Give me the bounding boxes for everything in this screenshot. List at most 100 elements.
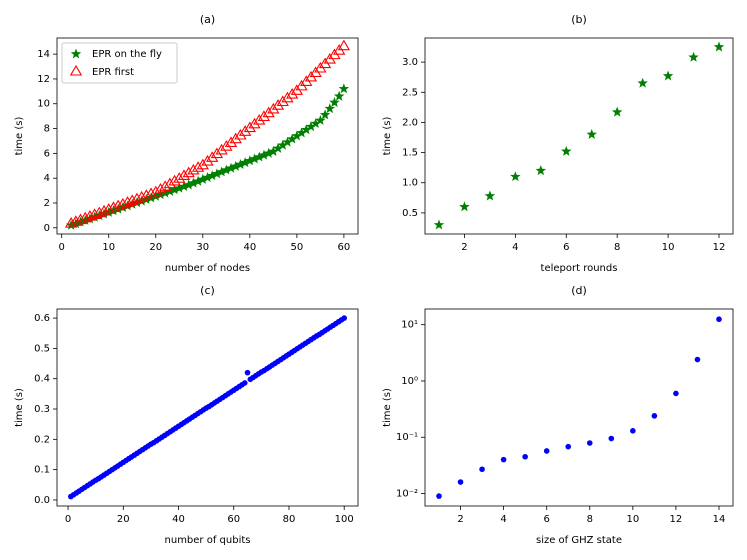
x-tick-label: 40 xyxy=(243,242,256,253)
x-axis-label: number of nodes xyxy=(165,263,250,274)
x-tick-label: 10 xyxy=(626,514,639,525)
star-point xyxy=(206,170,218,181)
legend-marker xyxy=(70,48,82,59)
y-tick-label: 10⁰ xyxy=(401,376,418,387)
star-point xyxy=(263,147,274,158)
y-tick-label: 10⁻² xyxy=(396,489,418,500)
y-tick-label: 2.0 xyxy=(402,117,418,128)
y-tick-label: 0 xyxy=(44,223,50,234)
triangle-point xyxy=(88,208,101,219)
triangle-point xyxy=(149,185,162,197)
axes-frame xyxy=(56,37,359,235)
y-tick-label: 6 xyxy=(44,148,50,159)
triangle-point xyxy=(177,169,191,180)
star-point xyxy=(586,128,597,139)
y-tick-label: 14 xyxy=(37,49,50,60)
y-axis-label: time (s) xyxy=(382,117,393,156)
x-tick-label: 2 xyxy=(461,242,467,253)
star-point xyxy=(433,219,445,230)
star-point xyxy=(225,162,237,173)
triangle-point xyxy=(238,125,252,136)
y-tick-label: 0.1 xyxy=(34,465,50,476)
triangle-point xyxy=(154,182,167,194)
star-point xyxy=(561,145,572,156)
triangle-point xyxy=(285,87,299,99)
x-tick-label: 20 xyxy=(117,514,130,525)
star-point xyxy=(183,179,194,190)
x-tick-label: 60 xyxy=(227,514,240,525)
star-point xyxy=(296,127,307,138)
triangle-point xyxy=(140,189,153,200)
x-tick-label: 10 xyxy=(102,242,115,253)
point xyxy=(651,413,658,419)
y-tick-label: 2 xyxy=(44,198,50,209)
star-point xyxy=(310,118,321,129)
triangle-point xyxy=(79,211,92,223)
x-tick-label: 10 xyxy=(662,242,675,253)
x-tick-label: 80 xyxy=(283,514,296,525)
star-point xyxy=(268,146,279,156)
star-point xyxy=(202,172,213,183)
triangle-point xyxy=(220,140,233,151)
point xyxy=(244,369,251,376)
star-point xyxy=(164,185,176,196)
point xyxy=(565,443,572,450)
y-tick-label: 10¹ xyxy=(401,320,418,331)
y-tick-label: 3.0 xyxy=(402,57,418,68)
star-point xyxy=(117,202,129,213)
triangle-point xyxy=(224,136,238,147)
star-point xyxy=(333,90,345,101)
triangle-point xyxy=(196,158,209,170)
star-point xyxy=(662,70,674,81)
triangle-point xyxy=(267,102,280,114)
point xyxy=(436,493,442,499)
star-point xyxy=(108,205,119,216)
triangle-point xyxy=(111,199,125,211)
triangle-point xyxy=(271,99,285,110)
x-axis-label: size of GHZ state xyxy=(536,535,622,546)
point xyxy=(630,428,636,434)
triangle-point xyxy=(262,106,275,118)
triangle-point xyxy=(243,121,257,133)
axes-frame xyxy=(424,308,734,507)
panel-title: (c) xyxy=(200,284,215,297)
point xyxy=(341,315,347,321)
triangle-point xyxy=(182,166,195,178)
y-axis-label: time (s) xyxy=(14,388,25,427)
point xyxy=(241,380,248,386)
triangle-point xyxy=(337,39,351,51)
y-tick-label: 1.0 xyxy=(402,178,418,189)
y-tick-label: 8 xyxy=(44,124,50,135)
triangle-point xyxy=(163,177,177,189)
x-tick-label: 12 xyxy=(670,514,683,525)
triangle-point xyxy=(158,180,172,191)
legend-marker xyxy=(69,64,83,76)
panel-title: (d) xyxy=(571,284,587,297)
triangle-point xyxy=(168,174,181,186)
star-point xyxy=(611,106,623,117)
triangle-point xyxy=(206,151,219,162)
legend-box xyxy=(61,42,178,84)
star-point xyxy=(174,182,185,193)
star-point xyxy=(510,171,521,182)
triangle-point xyxy=(248,117,261,129)
star-point xyxy=(282,136,293,147)
triangle-point xyxy=(74,213,87,225)
point xyxy=(608,435,615,442)
star-point xyxy=(329,97,340,107)
y-tick-label: 0.6 xyxy=(34,313,50,324)
triangle-point xyxy=(107,201,120,212)
triangle-point xyxy=(187,163,200,175)
point xyxy=(716,316,722,323)
triangle-point xyxy=(144,187,158,199)
axes-frame xyxy=(56,308,359,507)
star-point xyxy=(221,164,232,175)
x-tick-label: 100 xyxy=(335,514,354,525)
point xyxy=(586,440,593,446)
x-tick-label: 2 xyxy=(457,514,463,525)
star-point xyxy=(112,203,124,214)
star-point xyxy=(254,151,265,162)
triangle-point xyxy=(126,194,139,206)
star-point xyxy=(230,160,241,171)
